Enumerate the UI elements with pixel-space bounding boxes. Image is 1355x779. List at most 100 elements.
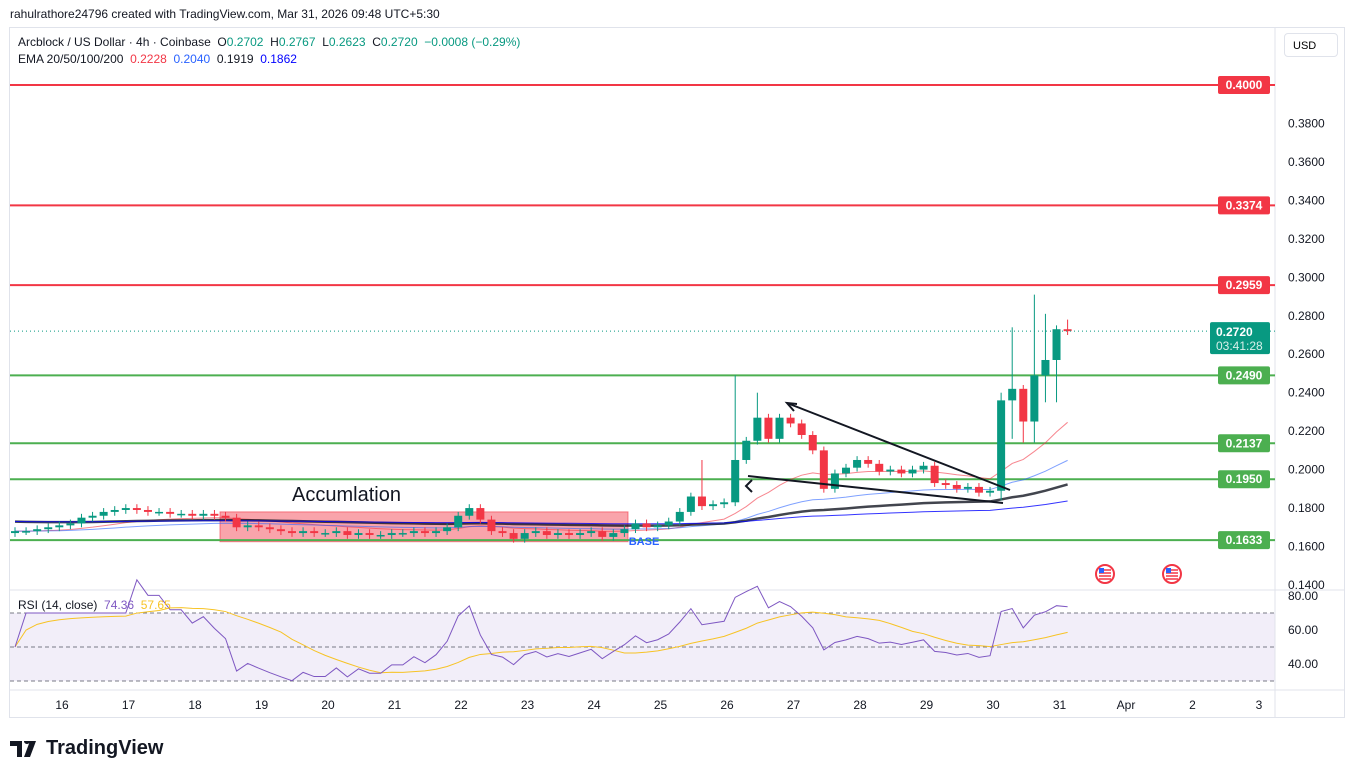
candle <box>166 508 175 518</box>
ema50-value: 0.2040 <box>173 52 211 66</box>
price-tick-label: 0.3600 <box>1288 155 1325 169</box>
candle <box>254 521 263 532</box>
candle <box>797 419 806 439</box>
candle-body <box>354 533 363 535</box>
candle <box>376 531 385 539</box>
rsi-tick-label: 60.00 <box>1288 623 1318 637</box>
candle-body <box>199 513 208 516</box>
candle <box>709 500 718 510</box>
candle-body <box>609 533 618 537</box>
close-label: C <box>372 35 381 49</box>
candle-body <box>88 515 97 518</box>
candle <box>941 479 950 489</box>
candle-body <box>742 440 751 460</box>
candle <box>1030 294 1039 443</box>
candle-body <box>598 531 607 537</box>
candle-body <box>1008 388 1017 401</box>
rsi-tick-label: 80.00 <box>1288 589 1318 603</box>
candle-body <box>753 417 762 441</box>
candle-body <box>731 459 740 503</box>
level-price-badge <box>1218 76 1270 94</box>
tradingview-logo-icon <box>10 740 36 757</box>
price-tick-label: 0.2400 <box>1288 386 1325 400</box>
chevron-icon <box>744 479 753 493</box>
candle <box>321 529 330 537</box>
candle-body <box>254 525 263 528</box>
tradingview-logo[interactable]: TradingView <box>10 737 163 760</box>
candle-body <box>454 515 463 528</box>
candle <box>542 527 551 539</box>
candle-body <box>22 531 31 533</box>
candle <box>731 375 740 507</box>
level-price-label: 0.4000 <box>1226 78 1263 92</box>
candle <box>576 529 585 539</box>
candle <box>132 504 141 514</box>
candle <box>509 529 518 543</box>
candle-body <box>897 469 906 474</box>
rsi-line <box>14 578 1068 682</box>
rsi-label: RSI (14, close) <box>18 598 98 612</box>
candle <box>531 527 540 537</box>
candle <box>587 527 596 537</box>
chart-frame <box>9 27 1345 718</box>
candle <box>908 465 917 478</box>
candle-body <box>886 469 895 472</box>
candle <box>243 521 252 532</box>
us-flag-event-icon <box>1095 564 1115 584</box>
candle <box>675 508 684 526</box>
candle <box>398 529 407 537</box>
candle <box>44 523 53 534</box>
candle-body <box>620 529 629 534</box>
candle-body <box>166 511 175 514</box>
candle <box>819 446 828 493</box>
candle <box>465 504 474 520</box>
candle-body <box>963 486 972 489</box>
currency-button[interactable]: USD <box>1284 33 1338 57</box>
candle <box>697 459 706 510</box>
ema-legend: EMA 20/50/100/200 0.2228 0.2040 0.1919 0… <box>18 52 297 66</box>
candle <box>520 529 529 543</box>
candle <box>775 413 784 443</box>
candle <box>121 504 130 514</box>
time-tick-label: 26 <box>720 698 734 712</box>
candle-body <box>143 509 152 512</box>
ema50-line <box>15 459 1068 532</box>
candle-body <box>930 465 939 484</box>
time-tick-label: 24 <box>587 698 601 712</box>
candle-body <box>44 527 53 530</box>
candle-body <box>853 459 862 468</box>
candle <box>55 521 64 532</box>
time-tick-label: 29 <box>920 698 934 712</box>
candle <box>77 513 86 528</box>
level-price-badge <box>1218 470 1270 489</box>
level-price-label: 0.1633 <box>1226 533 1263 547</box>
candles <box>11 294 1072 543</box>
candle <box>276 525 285 535</box>
time-tick-label: 2 <box>1189 698 1196 712</box>
rsi-tick-label: 40.00 <box>1288 657 1318 671</box>
rsi-ma-value: 57.65 <box>140 598 171 612</box>
candle-body <box>553 533 562 535</box>
level-price-badge <box>1218 531 1270 550</box>
candle-body <box>819 450 828 489</box>
time-tick-label: 20 <box>321 698 335 712</box>
flag-canton <box>1166 568 1171 573</box>
candle <box>997 392 1006 501</box>
candle-body <box>509 533 518 539</box>
time-tick-label: 22 <box>454 698 468 712</box>
candle <box>830 469 839 493</box>
candle <box>919 461 928 474</box>
candle <box>22 527 31 535</box>
candle <box>110 506 119 516</box>
candle-body <box>864 459 873 464</box>
candle <box>664 517 673 530</box>
candle-body <box>997 400 1006 491</box>
price-tick-label: 0.2800 <box>1288 309 1325 323</box>
level-price-label: 0.1950 <box>1226 472 1263 486</box>
candle-body <box>432 531 441 534</box>
candle-body <box>476 508 485 520</box>
candle-body <box>465 508 474 516</box>
candle-body <box>875 463 884 472</box>
candle <box>1063 319 1072 335</box>
